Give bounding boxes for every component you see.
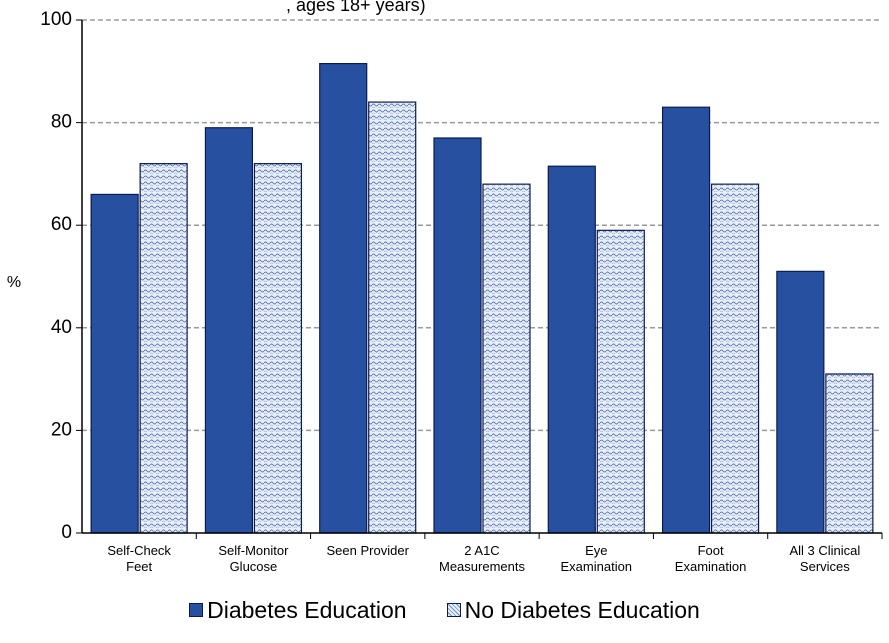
bar-chart: , ages 18+ years) % 0 20 40 60 80 100 Self-Che… [7, 0, 883, 574]
bar [319, 63, 368, 534]
bar [253, 163, 303, 534]
bar [433, 137, 482, 534]
legend-swatch-solid-icon [189, 603, 204, 617]
y-tick-label: 0 [61, 522, 72, 543]
bar [90, 193, 139, 534]
bar [825, 373, 874, 534]
x-tick-label: Glucose [230, 559, 278, 574]
legend-item-no-diabetes-education: No Diabetes Education [446, 596, 700, 624]
x-tick-label: Foot [698, 543, 724, 558]
x-tick-label: Examination [561, 559, 633, 574]
bar [368, 101, 417, 534]
x-tick-label: Seen Provider [327, 543, 410, 558]
y-tick-label: 60 [51, 214, 72, 235]
x-tick-label: Services [800, 559, 850, 574]
x-tick-label: 2 A1C [464, 543, 499, 558]
bar [139, 163, 188, 534]
legend: Diabetes Education No Diabetes Education [0, 590, 889, 630]
y-tick-label: 100 [40, 9, 72, 30]
bar [204, 127, 254, 534]
x-tick-label: Measurements [439, 559, 525, 574]
y-tick-label: 20 [51, 419, 72, 440]
bar [710, 183, 760, 534]
chart-title-fragment: , ages 18+ years) [286, 0, 426, 15]
bar [547, 165, 596, 534]
bar [661, 106, 711, 534]
bar [482, 183, 531, 534]
x-tick-label: Feet [126, 559, 152, 574]
y-tick-label: 80 [51, 112, 72, 133]
x-tick-label: All 3 Clinical [789, 543, 860, 558]
y-tick-label: 40 [51, 317, 72, 338]
legend-swatch-stipple-icon [446, 603, 461, 617]
x-tick-label: Examination [675, 559, 747, 574]
legend-item-diabetes-education: Diabetes Education [189, 596, 407, 624]
legend-label: Diabetes Education [207, 596, 407, 623]
y-axis-title: % [7, 274, 21, 291]
bar [776, 270, 825, 534]
legend-label: No Diabetes Education [464, 596, 700, 623]
bar [596, 229, 645, 534]
x-tick-label: Self-Check [107, 543, 171, 558]
x-tick-label: Self-Monitor [218, 543, 289, 558]
x-tick-label: Eye [585, 543, 607, 558]
